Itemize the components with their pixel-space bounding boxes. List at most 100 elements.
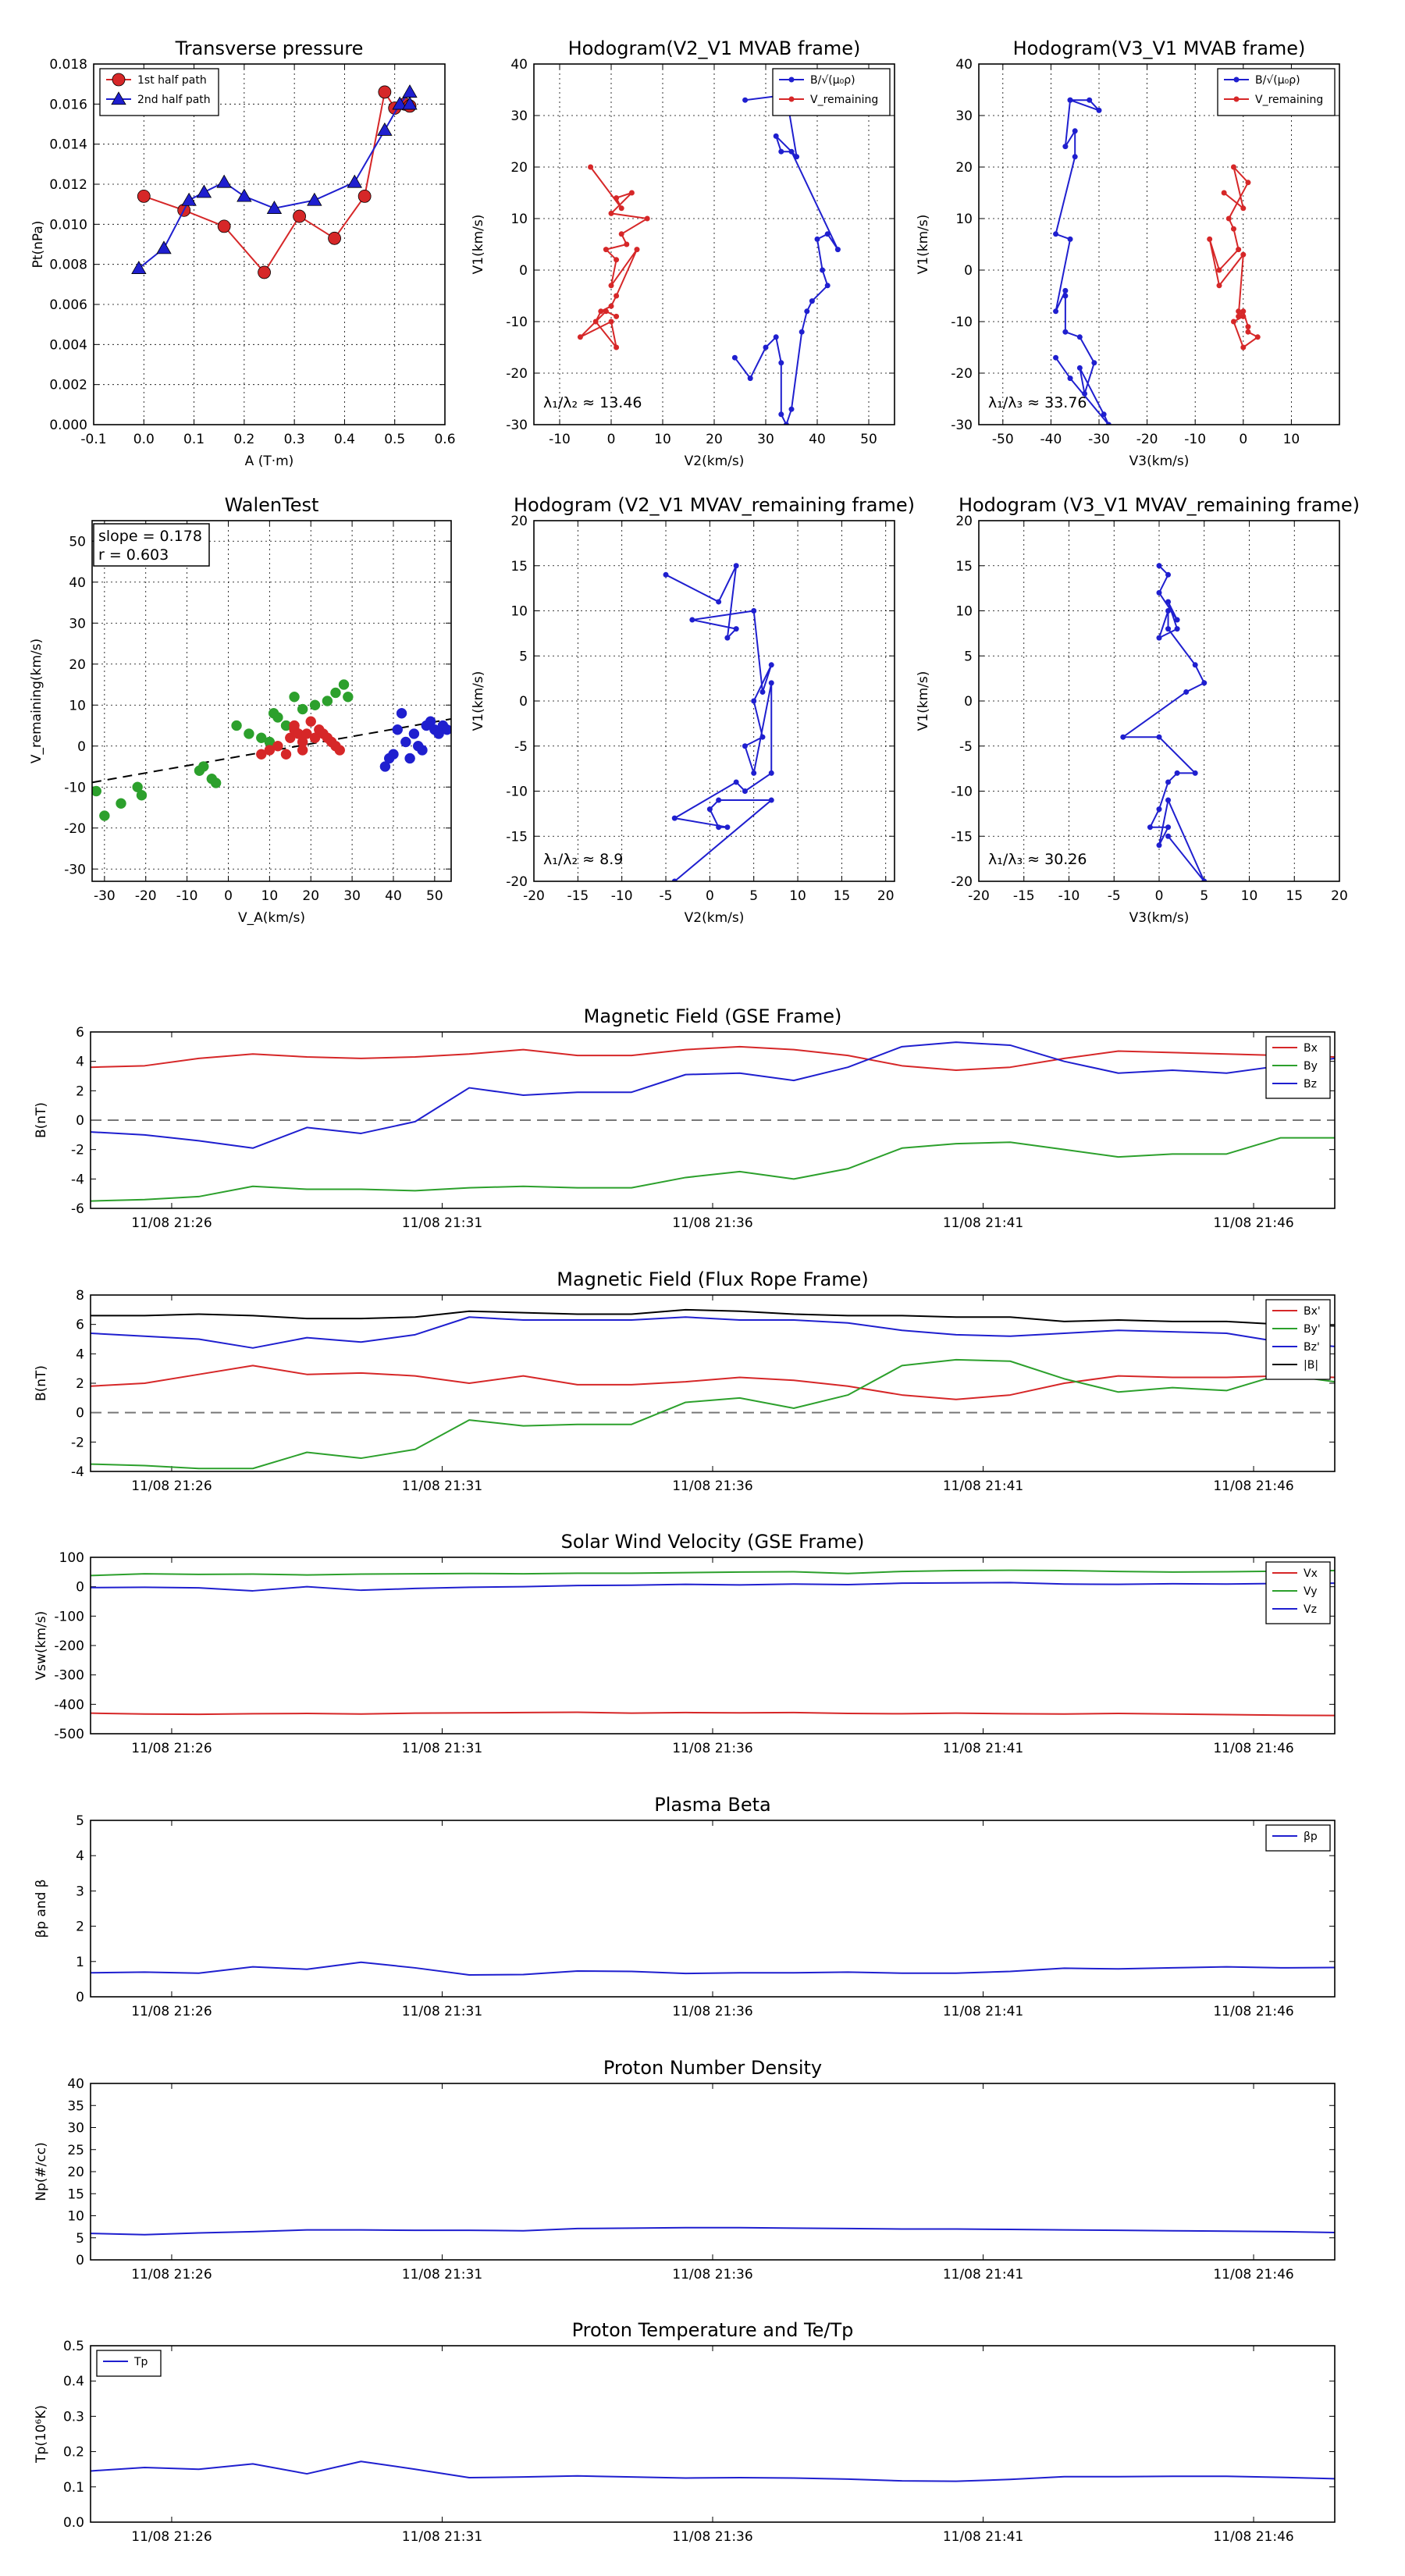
h21-point bbox=[783, 422, 789, 425]
bfr-ylabel: B(nT) bbox=[34, 1365, 49, 1401]
h21r-point bbox=[706, 806, 713, 813]
h31r-ytick-label: 20 bbox=[955, 514, 973, 529]
pt-title: Transverse pressure bbox=[175, 37, 364, 59]
np-panel: Proton Number Density 11/08 21:26 11/08 21… bbox=[0, 2051, 1405, 2308]
bgse-xtick-label: 11/08 21:46 bbox=[1213, 1215, 1293, 1231]
bgse-ytick-label: -2 bbox=[71, 1143, 84, 1158]
h31r-ytick-label: 15 bbox=[955, 559, 973, 575]
beta-legend: βp bbox=[1265, 1824, 1331, 1852]
vsw-xtick-label: 11/08 21:26 bbox=[131, 1741, 212, 1756]
h31-point bbox=[1254, 334, 1261, 340]
pt-point bbox=[293, 209, 306, 223]
h31-point bbox=[1053, 231, 1059, 237]
h31r-ytick-label: -10 bbox=[951, 785, 973, 800]
h21r-point bbox=[768, 797, 774, 803]
pt-point bbox=[181, 192, 197, 206]
bfr-legend-label: Bz' bbox=[1304, 1341, 1320, 1354]
h21-point bbox=[731, 354, 738, 361]
walen-stats-line: r = 0.603 bbox=[98, 546, 169, 564]
np-xtick-label: 11/08 21:31 bbox=[402, 2267, 482, 2282]
walen-ytick-label: -30 bbox=[64, 862, 86, 877]
bfr-xtick-label: 11/08 21:36 bbox=[672, 1478, 752, 1494]
h21-point bbox=[628, 190, 635, 196]
walen-ytick-label: 0 bbox=[77, 739, 86, 755]
bgse-legend-box bbox=[1265, 1036, 1331, 1099]
vsw-chart: Solar Wind Velocity (GSE Frame) 11/08 21:… bbox=[34, 1531, 1336, 1756]
walen-frame bbox=[91, 520, 452, 882]
np-ytick-label: 10 bbox=[67, 2209, 84, 2225]
pt-point bbox=[307, 192, 322, 206]
h21-line-b- bbox=[734, 94, 839, 425]
walen-point bbox=[297, 745, 308, 756]
h31r-ytick-label: -5 bbox=[959, 739, 973, 755]
pt-point bbox=[137, 189, 151, 203]
h31-point bbox=[1230, 318, 1236, 325]
h21r-point bbox=[751, 770, 757, 776]
h31r-point bbox=[1156, 842, 1162, 849]
h21r-point bbox=[663, 571, 669, 578]
beta-legend-box bbox=[1265, 1824, 1331, 1852]
h31-point bbox=[1067, 97, 1073, 103]
pt-xlabel: A (T·m) bbox=[245, 454, 294, 469]
h21r-xtick-label: 15 bbox=[834, 888, 851, 904]
pt-line-1st-half-path bbox=[143, 91, 411, 273]
pt-point bbox=[328, 231, 341, 245]
bgse-xtick-label: 11/08 21:36 bbox=[672, 1215, 752, 1231]
h21-point bbox=[624, 241, 630, 247]
h31-ytick-label: -10 bbox=[951, 315, 973, 330]
h21-point bbox=[618, 205, 624, 212]
h21-point bbox=[634, 247, 640, 253]
h31r-point bbox=[1165, 599, 1172, 605]
h21-frame bbox=[533, 63, 895, 425]
walen-point bbox=[244, 728, 254, 739]
h31-grid bbox=[979, 63, 1339, 425]
h31r-xtick-label: 0 bbox=[1155, 888, 1164, 904]
h31-point bbox=[1216, 267, 1222, 273]
pt-ytick-label: 0.004 bbox=[49, 337, 87, 353]
bfr-ytick-label: -4 bbox=[71, 1464, 84, 1480]
h21-point bbox=[773, 334, 779, 340]
walen-point bbox=[272, 712, 283, 723]
h21-xtick-label: 20 bbox=[706, 432, 723, 447]
h31r-point bbox=[1165, 608, 1172, 614]
h21-xlabel: V2(km/s) bbox=[685, 454, 745, 469]
h31r-point bbox=[1165, 626, 1172, 632]
h21r-point bbox=[768, 662, 774, 668]
h21-point bbox=[778, 360, 784, 366]
h31-point bbox=[1062, 287, 1069, 294]
bgse-xtick-label: 11/08 21:26 bbox=[131, 1215, 212, 1231]
np-xtick-label: 11/08 21:46 bbox=[1213, 2267, 1293, 2282]
vsw-ylabel: Vsw(km/s) bbox=[34, 1611, 49, 1681]
pt-ytick-label: 0.002 bbox=[49, 378, 87, 393]
pt-xtick-label: 0.5 bbox=[384, 432, 405, 447]
tp-ylabel: Tp(10⁶K) bbox=[34, 2405, 49, 2464]
h31-xtick-label: 10 bbox=[1283, 432, 1300, 447]
pt-point bbox=[378, 85, 392, 99]
h21-ytick-label: -20 bbox=[506, 366, 528, 382]
walen-xtick-label: 50 bbox=[426, 888, 443, 904]
h31-xtick-label: 0 bbox=[1239, 432, 1247, 447]
h31r-point bbox=[1165, 797, 1172, 803]
np-title: Proton Number Density bbox=[603, 2057, 822, 2079]
h31-ytick-label: -30 bbox=[951, 418, 973, 433]
walen-point bbox=[343, 692, 354, 703]
h31r-xtick-label: -20 bbox=[968, 888, 990, 904]
walen-point bbox=[334, 745, 345, 756]
h31r-point bbox=[1156, 806, 1162, 813]
h31-point bbox=[1082, 390, 1088, 397]
h21r-point bbox=[742, 743, 748, 749]
h31-legend-marker bbox=[1233, 96, 1240, 102]
h21r-point bbox=[768, 680, 774, 686]
h21r-chart: Hodogram (V2_V1 MVAV_remaining frame) -20… bbox=[471, 494, 915, 926]
h31-xtick-label: -50 bbox=[992, 432, 1014, 447]
walen-point bbox=[116, 798, 126, 809]
h21-point bbox=[608, 318, 614, 325]
h21-xtick-label: 10 bbox=[654, 432, 671, 447]
h31r-point bbox=[1174, 617, 1180, 623]
h21-point bbox=[763, 344, 769, 350]
h21r-xtick-label: -10 bbox=[611, 888, 633, 904]
vsw-title: Solar Wind Velocity (GSE Frame) bbox=[561, 1531, 865, 1553]
pt-ytick-label: 0.000 bbox=[49, 418, 87, 433]
h31r-frame bbox=[978, 520, 1340, 882]
h21-point bbox=[614, 344, 620, 350]
